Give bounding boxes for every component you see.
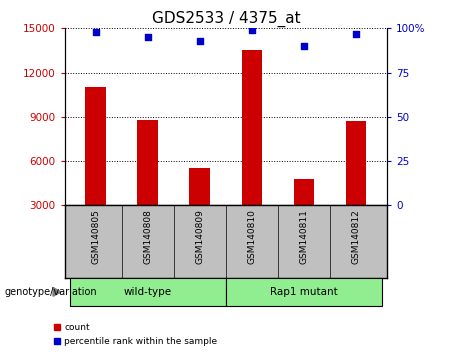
Point <box>248 27 255 33</box>
Text: GSM140808: GSM140808 <box>143 209 152 264</box>
Point <box>352 31 360 36</box>
Text: GSM140810: GSM140810 <box>248 209 256 264</box>
Bar <box>242 51 262 250</box>
Text: Rap1 mutant: Rap1 mutant <box>270 287 338 297</box>
Text: GSM140812: GSM140812 <box>351 209 361 264</box>
Point <box>144 34 152 40</box>
Text: genotype/variation: genotype/variation <box>5 287 97 297</box>
Title: GDS2533 / 4375_at: GDS2533 / 4375_at <box>152 11 300 27</box>
Bar <box>346 121 366 250</box>
Text: wild-type: wild-type <box>124 287 172 297</box>
Bar <box>189 169 210 250</box>
Text: GSM140805: GSM140805 <box>91 209 100 264</box>
Text: GSM140811: GSM140811 <box>300 209 308 264</box>
Bar <box>137 120 158 250</box>
Bar <box>70 278 226 306</box>
Point <box>300 43 307 49</box>
Polygon shape <box>53 287 61 296</box>
Point <box>196 38 204 44</box>
Bar <box>85 87 106 250</box>
Bar <box>226 278 382 306</box>
Text: GSM140809: GSM140809 <box>195 209 204 264</box>
Bar <box>294 179 314 250</box>
Point <box>92 29 100 35</box>
Legend: count, percentile rank within the sample: count, percentile rank within the sample <box>51 320 221 349</box>
